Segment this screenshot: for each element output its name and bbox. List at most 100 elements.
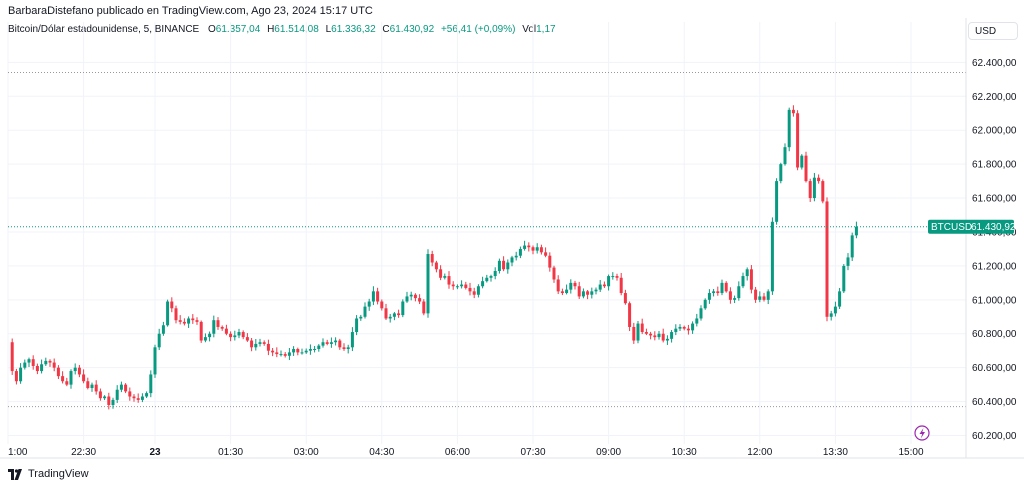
candle-up bbox=[443, 276, 447, 278]
tradingview-logo-icon bbox=[8, 468, 22, 480]
candle-up bbox=[287, 352, 291, 356]
price-axis[interactable]: 62.400,00 62.200,00 62.000,00 61.800,00 61.6… bbox=[972, 58, 1017, 442]
candle-up bbox=[254, 343, 258, 348]
candle-down bbox=[128, 391, 132, 397]
candle-up bbox=[766, 291, 770, 300]
high-label: H bbox=[267, 24, 275, 35]
candle-up bbox=[140, 396, 144, 400]
candle-up bbox=[829, 313, 833, 317]
candle-up bbox=[691, 323, 695, 331]
candle-down bbox=[224, 328, 228, 334]
candle-up bbox=[733, 298, 737, 300]
candle-down bbox=[821, 181, 825, 202]
candle-down bbox=[229, 333, 233, 338]
candle-up bbox=[518, 248, 522, 256]
candle-up bbox=[481, 281, 485, 287]
candle-down bbox=[65, 381, 69, 385]
candle-up bbox=[292, 349, 296, 353]
candle-down bbox=[451, 284, 455, 287]
price-tick-label: 62.000,00 bbox=[972, 126, 1017, 137]
candle-up bbox=[678, 326, 682, 329]
time-tick-label: 07:30 bbox=[520, 447, 545, 458]
candle-up bbox=[359, 316, 363, 319]
time-tick-label: 03:00 bbox=[294, 447, 319, 458]
time-tick-label: 23 bbox=[149, 447, 161, 458]
candle-up bbox=[115, 389, 119, 400]
candle-up bbox=[703, 299, 707, 309]
candle-up bbox=[392, 313, 396, 317]
candle-up bbox=[346, 347, 350, 350]
candle-up bbox=[510, 257, 514, 263]
time-axis[interactable]: 1:00 22:30 23 01:30 03:00 04:30 06:00 07:30 09:0… bbox=[8, 447, 924, 458]
currency-button[interactable]: USD bbox=[968, 22, 1018, 40]
candle-up bbox=[334, 340, 338, 343]
candle-up bbox=[409, 294, 413, 297]
candle-down bbox=[191, 318, 195, 321]
candle-up bbox=[506, 262, 510, 270]
volume-value: 1,17 bbox=[536, 24, 556, 35]
candle-up bbox=[712, 291, 716, 294]
candle-down bbox=[380, 301, 384, 309]
candle-down bbox=[124, 384, 128, 392]
candle-down bbox=[804, 155, 808, 182]
candle-down bbox=[31, 359, 35, 366]
candle-up bbox=[321, 342, 325, 346]
candle-down bbox=[754, 289, 758, 300]
candle-up bbox=[212, 320, 216, 334]
candle-down bbox=[136, 398, 140, 400]
time-tick-label: 04:30 bbox=[369, 447, 394, 458]
price-tick-label: 60.600,00 bbox=[972, 363, 1017, 374]
lightning-bolt-icon[interactable] bbox=[914, 425, 930, 441]
candle-down bbox=[195, 320, 199, 322]
last-price-symbol: BTCUSD bbox=[931, 222, 972, 233]
candle-up bbox=[111, 399, 115, 405]
candle-up bbox=[787, 109, 791, 148]
candle-up bbox=[329, 342, 333, 344]
candle-down bbox=[649, 333, 653, 336]
candle-up bbox=[699, 308, 703, 319]
candle-up bbox=[304, 350, 308, 353]
candle-down bbox=[48, 360, 52, 363]
candle-up bbox=[187, 318, 191, 324]
candle-up bbox=[233, 335, 237, 338]
candle-down bbox=[342, 347, 346, 350]
candle-up bbox=[636, 323, 640, 341]
candle-down bbox=[468, 287, 472, 292]
candle-down bbox=[728, 291, 732, 300]
candle-up bbox=[23, 362, 27, 368]
candle-up bbox=[745, 269, 749, 277]
time-tick-label: 12:00 bbox=[747, 447, 772, 458]
candle-up bbox=[103, 396, 107, 399]
candle-down bbox=[216, 320, 220, 327]
candle-down bbox=[825, 201, 829, 317]
candle-down bbox=[376, 291, 380, 302]
time-tick-label: 10:30 bbox=[672, 447, 697, 458]
candle-up bbox=[707, 293, 711, 300]
candle-up bbox=[497, 260, 501, 271]
candle-down bbox=[556, 279, 560, 292]
tradingview-brand[interactable]: TradingView bbox=[8, 468, 89, 480]
time-tick-label: 1:00 bbox=[8, 447, 28, 458]
candle-down bbox=[472, 291, 476, 295]
candle-down bbox=[14, 371, 18, 382]
candle-down bbox=[762, 296, 766, 300]
candle-up bbox=[455, 286, 459, 288]
candle-down bbox=[552, 267, 556, 280]
candle-up bbox=[657, 333, 661, 338]
candle-up bbox=[69, 371, 73, 385]
symbol-label[interactable]: Bitcoin/Dólar estadounidense, 5, BINANCE bbox=[8, 24, 200, 35]
candle-down bbox=[527, 245, 531, 248]
candle-up bbox=[350, 332, 354, 348]
close-value: 61.430,92 bbox=[389, 24, 435, 35]
candle-up bbox=[313, 349, 317, 351]
candle-down bbox=[182, 321, 186, 324]
candle-down bbox=[275, 352, 279, 355]
time-tick-label: 15:00 bbox=[898, 447, 923, 458]
candle-up bbox=[405, 296, 409, 302]
candle-down bbox=[619, 277, 623, 294]
price-tick-label: 61.800,00 bbox=[972, 160, 1017, 171]
candle-up bbox=[741, 276, 745, 287]
candle-up bbox=[153, 347, 157, 375]
candle-down bbox=[77, 367, 81, 375]
